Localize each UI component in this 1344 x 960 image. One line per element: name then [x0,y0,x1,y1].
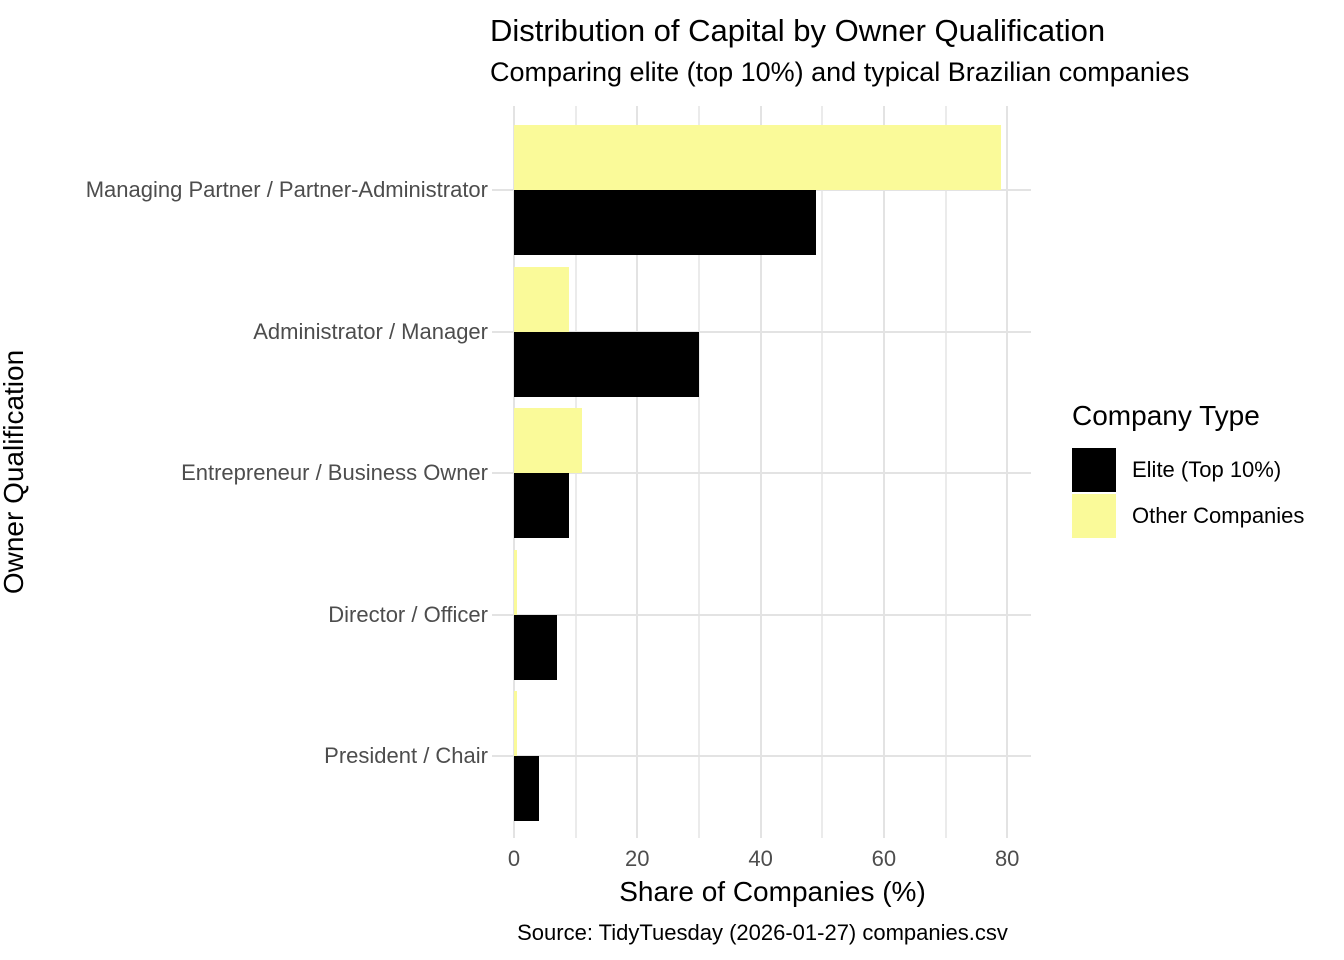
plot-panel [513,106,1031,838]
x-axis-tick-label: 80 [994,846,1020,871]
legend-item: Other Companies [1072,494,1304,538]
legend-swatch-elite [1072,448,1116,492]
legend: Company Type Elite (Top 10%) Other Compan… [1072,402,1304,540]
x-axis-tick-label: 0 [507,846,521,871]
bar-elite [514,473,570,538]
x-axis-title: Share of Companies (%) [619,876,926,907]
y-axis-category-label: President / Chair [324,743,488,768]
gridline-horizontal-major [514,613,1031,616]
chart-title: Distribution of Capital by Owner Qualifi… [490,13,1106,48]
gridline-horizontal-major [514,330,1031,333]
bar-elite [514,614,558,680]
y-axis-category-label: Director / Officer [328,601,488,627]
legend-swatch-other [1072,494,1116,538]
legend-item-label: Elite (Top 10%) [1132,457,1282,482]
x-axis-tick-label: 60 [871,846,897,871]
y-axis-category-label: Managing Partner / Partner-Administrator [85,177,488,202]
x-axis-tick-label: 40 [748,846,773,871]
bar-elite [514,190,817,255]
gridline-horizontal-major [514,472,1031,474]
bar-other [514,125,1002,190]
bar-elite [514,331,699,397]
y-axis-tick [492,613,514,616]
y-axis-category-label: Entrepreneur / Business Owner [181,460,488,485]
source-caption: Source: TidyTuesday (2026-01-27) compani… [517,920,1008,945]
legend-title: Company Type [1072,400,1260,431]
bar-other [514,549,518,615]
bar-other [514,408,582,473]
y-axis-tick [492,189,514,191]
gridline-horizontal-major [514,755,1031,757]
legend-item: Elite (Top 10%) [1072,448,1304,492]
bar-other [514,691,518,756]
y-axis-title: Owner Qualification [0,349,29,595]
chart-subtitle: Comparing elite (top 10%) and typical Br… [490,57,1190,87]
legend-item-label: Other Companies [1132,503,1305,528]
x-axis-tick-label: 20 [625,846,650,871]
y-axis-tick [492,755,514,757]
y-axis-tick [492,472,514,474]
legend-items: Elite (Top 10%) Other Companies [1072,448,1304,538]
bar-elite [514,756,539,821]
bar-other [514,266,570,332]
y-axis-category-label: Administrator / Manager [253,318,488,344]
y-axis-tick [492,330,514,333]
